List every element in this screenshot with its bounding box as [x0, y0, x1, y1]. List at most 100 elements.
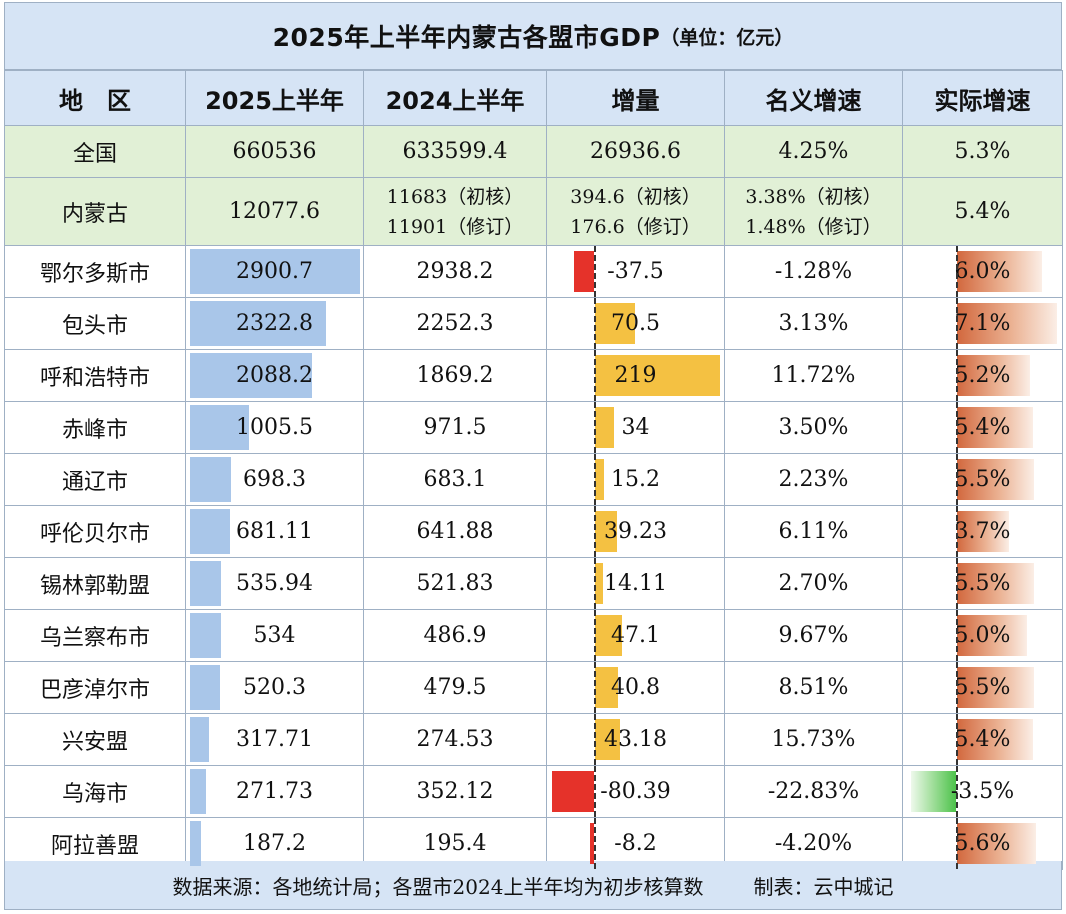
gdp-2025-value: 317.71: [236, 727, 313, 752]
real-growth-bar: [957, 407, 1034, 448]
increment-cell: 219: [546, 349, 725, 402]
nominal-growth-value: 2.70%: [724, 557, 903, 610]
nominal-growth-value: -22.83%: [724, 765, 903, 818]
gdp-2025-bar: [190, 301, 327, 346]
gdp-2025-cell: 2900.7: [185, 245, 364, 298]
real-growth-value: 5.6%: [954, 831, 1011, 856]
real-growth-value: 3.7%: [954, 519, 1011, 544]
increment-value: 34: [621, 415, 650, 440]
table-row: 乌海市 271.73 352.12 -80.39 -22.83% -3.5%: [4, 765, 1063, 818]
real-growth-value: -3.5%: [950, 779, 1015, 804]
increment-cell: 47.1: [546, 609, 725, 662]
real-growth-value: 5.4%: [954, 415, 1011, 440]
region-name: 乌兰察布市: [4, 609, 186, 662]
increment-bar: [595, 563, 604, 604]
gdp-2025-bar: [190, 613, 222, 658]
increment-cell: 15.2: [546, 453, 725, 506]
increment-bar: [574, 251, 594, 292]
gdp-2024-value: 2938.2: [363, 245, 547, 298]
region-name: 通辽市: [4, 453, 186, 506]
region-name: 鄂尔多斯市: [4, 245, 186, 298]
table-row: 包头市 2322.8 2252.3 70.5 3.13% 7.1%: [4, 297, 1063, 350]
table-row: 锡林郭勒盟 535.94 521.83 14.11 2.70% 5.5%: [4, 557, 1063, 610]
real-growth-value: 5.2%: [954, 363, 1011, 388]
increment-axis-line: [594, 454, 596, 505]
gdp-2025-bar: [190, 249, 360, 294]
increment-bar: [595, 719, 620, 760]
real-growth-axis-line: [956, 818, 958, 869]
gdp-2025-cell: 534: [185, 609, 364, 662]
real-growth-value: 5.5%: [954, 675, 1011, 700]
increment-value: 14.11: [604, 571, 667, 596]
increment-cell: 14.11: [546, 557, 725, 610]
gdp-2025-cell: 698.3: [185, 453, 364, 506]
increment-value: 70.5: [611, 311, 660, 336]
gdp-2025-bar: [190, 717, 209, 762]
national-h1-2024: 633599.4: [363, 125, 547, 178]
increment-bar: [595, 355, 720, 396]
real-growth-axis-line: [956, 714, 958, 765]
gdp-2024-value: 521.83: [363, 557, 547, 610]
gdp-2025-cell: 2322.8: [185, 297, 364, 350]
gdp-2025-value: 1005.5: [236, 415, 313, 440]
real-growth-cell: 5.4%: [902, 713, 1063, 766]
increment-value: 219: [614, 363, 657, 388]
gdp-2025-value: 520.3: [243, 675, 306, 700]
increment-axis-line: [594, 610, 596, 661]
increment-axis-line: [594, 402, 596, 453]
increment-bar: [595, 407, 615, 448]
real-growth-bar: [957, 719, 1034, 760]
national-region: 全国: [4, 125, 186, 178]
nominal-growth-value: 15.73%: [724, 713, 903, 766]
gdp-2025-value: 2088.2: [236, 363, 313, 388]
region-name: 包头市: [4, 297, 186, 350]
real-growth-bar: [957, 459, 1035, 500]
region-name: 兴安盟: [4, 713, 186, 766]
nm-increment: 394.6（初核） 176.6（修订）: [546, 177, 725, 246]
gdp-2025-cell: 535.94: [185, 557, 364, 610]
real-growth-axis-line: [956, 454, 958, 505]
region-name: 乌海市: [4, 765, 186, 818]
real-growth-bar: [957, 303, 1057, 344]
real-growth-value: 7.1%: [954, 311, 1011, 336]
nm-h1-2024-revised: 11901（修订）: [386, 215, 524, 238]
real-growth-value: 6.0%: [954, 259, 1011, 284]
gdp-2025-bar: [190, 405, 249, 450]
region-name: 巴彦淖尔市: [4, 661, 186, 714]
real-growth-value: 5.5%: [954, 571, 1011, 596]
real-growth-bar: [957, 823, 1036, 864]
gdp-2024-value: 486.9: [363, 609, 547, 662]
gdp-2025-cell: 271.73: [185, 765, 364, 818]
increment-value: -8.2: [614, 831, 657, 856]
gdp-2025-cell: 681.11: [185, 505, 364, 558]
increment-value: -37.5: [607, 259, 664, 284]
gdp-2024-value: 683.1: [363, 453, 547, 506]
nominal-growth-value: 8.51%: [724, 661, 903, 714]
gdp-2024-value: 479.5: [363, 661, 547, 714]
increment-bar: [595, 511, 618, 552]
real-growth-axis-line: [956, 610, 958, 661]
gdp-2025-cell: 520.3: [185, 661, 364, 714]
table-row: 兴安盟 317.71 274.53 43.18 15.73% 5.4%: [4, 713, 1063, 766]
gdp-2025-bar: [190, 457, 231, 502]
real-growth-axis-line: [956, 662, 958, 713]
real-growth-axis-line: [956, 402, 958, 453]
real-growth-value: 5.0%: [954, 623, 1011, 648]
table-row: 巴彦淖尔市 520.3 479.5 40.8 8.51% 5.5%: [4, 661, 1063, 714]
nm-real: 5.4%: [902, 177, 1063, 246]
real-growth-axis-line: [956, 506, 958, 557]
header-h1-2025: 2025上半年: [185, 70, 364, 126]
table-row: 赤峰市 1005.5 971.5 34 3.50% 5.4%: [4, 401, 1063, 454]
real-growth-cell: 5.0%: [902, 609, 1063, 662]
increment-value: 39.23: [604, 519, 667, 544]
gdp-2025-bar: [190, 769, 206, 814]
gdp-2024-value: 195.4: [363, 817, 547, 870]
increment-bar: [595, 459, 604, 500]
region-name: 呼伦贝尔市: [4, 505, 186, 558]
nominal-growth-value: 9.67%: [724, 609, 903, 662]
increment-bar: [595, 667, 619, 708]
footer: 数据来源：各地统计局；各盟市2024上半年均为初步核算数 制表：云中城记: [4, 861, 1062, 910]
real-growth-axis-line: [956, 298, 958, 349]
increment-bar: [595, 303, 636, 344]
gdp-2025-value: 534: [253, 623, 296, 648]
